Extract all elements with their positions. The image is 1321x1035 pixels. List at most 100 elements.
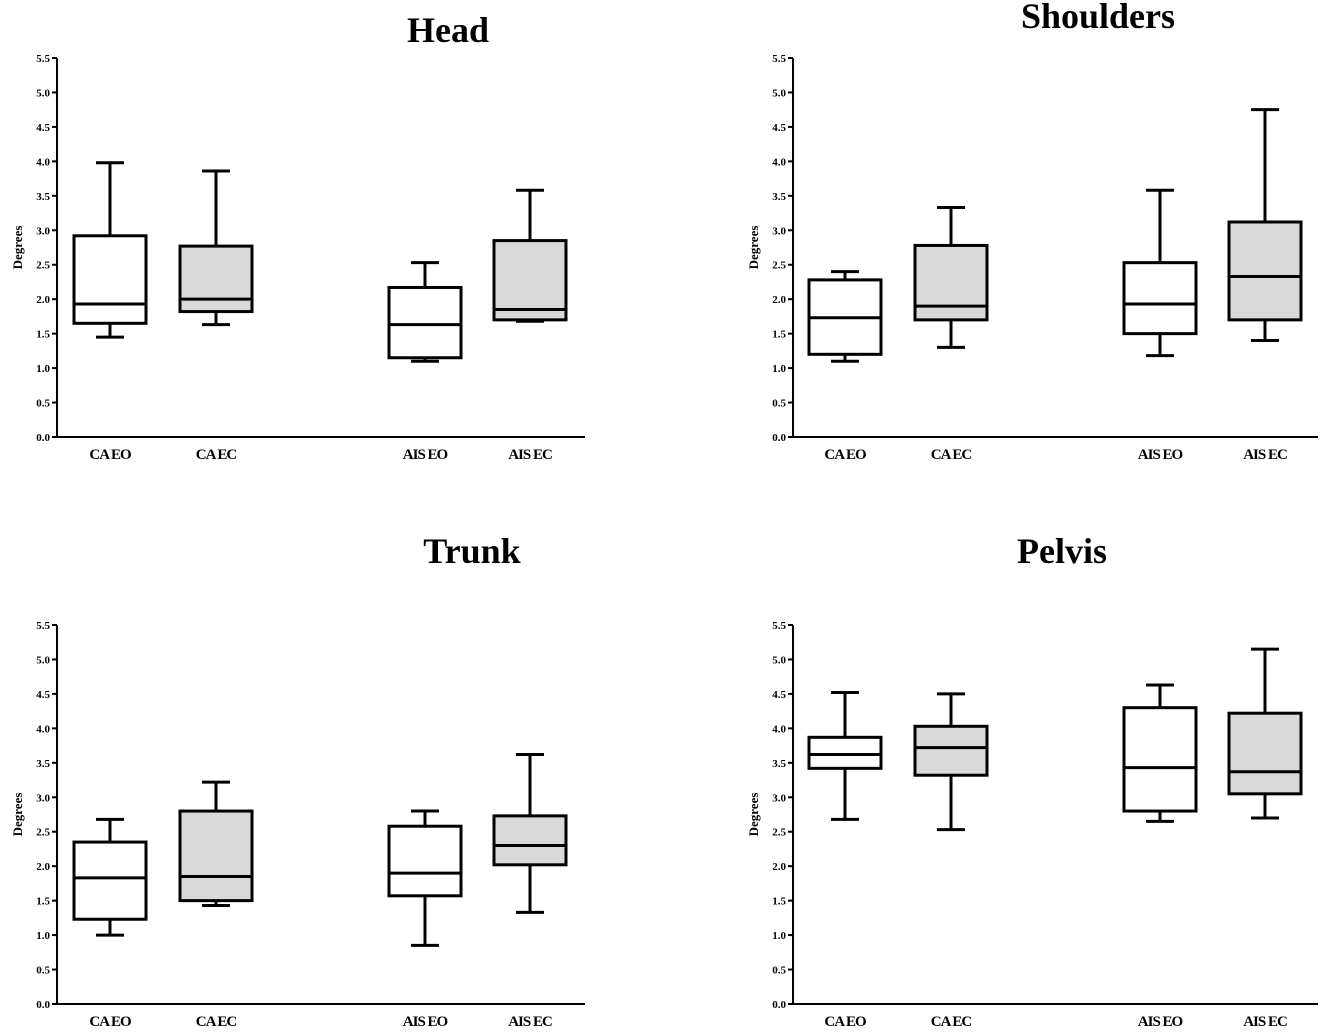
y-tick-label: 4.5: [36, 122, 50, 134]
box-ais-ec: [492, 753, 568, 914]
box-ca-eo: [72, 817, 148, 937]
x-category-label: CA EO: [824, 447, 866, 463]
x-category-label: AIS EO: [1138, 1014, 1183, 1030]
y-tick-label: 1.5: [772, 896, 786, 908]
panel-head: Head Degrees 0.0 0.5 1.0 1.5 2.0 2.5 3.0 3.5 4.0 4.…: [10, 10, 585, 463]
iqr-box: [178, 244, 254, 314]
panel-title: Shoulders: [1021, 0, 1175, 36]
y-tick-label: 4.0: [772, 723, 786, 735]
iqr-box: [72, 234, 148, 325]
y-tick-label: 5.0: [772, 654, 786, 666]
box-ais-eo: [1122, 188, 1198, 358]
box-ais-ec: [1227, 647, 1303, 820]
y-tick-label: 2.0: [772, 294, 786, 306]
y-tick-label: 2.5: [36, 260, 50, 272]
panel-pelvis: Pelvis Degrees 0.0 0.5 1.0 1.5 2.0 2.5 3.0 3.5 4.0…: [746, 531, 1318, 1030]
panel-trunk: Trunk Degrees 0.0 0.5 1.0 1.5 2.0 2.5 3.0 3.5 4.0 4…: [10, 531, 585, 1030]
iqr-box: [492, 814, 568, 867]
x-category-label: CA EC: [931, 447, 972, 463]
x-category-label: AIS EC: [508, 1014, 552, 1030]
box-ais-eo: [387, 809, 463, 947]
y-tick-label: 3.5: [36, 191, 50, 203]
box-ca-ec: [178, 169, 254, 327]
box-ca-ec: [913, 692, 989, 832]
iqr-box: [807, 735, 883, 770]
y-tick-label: 1.5: [772, 329, 786, 341]
panel-shoulders: Shoulders Degrees 0.0 0.5 1.0 1.5 2.0 2.5 3.0 3.5…: [746, 0, 1318, 463]
y-tick-label: 2.5: [772, 260, 786, 272]
iqr-box: [387, 824, 463, 898]
x-category-label: AIS EC: [508, 447, 552, 463]
y-tick-label: 3.5: [36, 758, 50, 770]
x-category-label: AIS EO: [403, 447, 448, 463]
box-ais-ec: [1227, 108, 1303, 343]
x-category-label: AIS EC: [1243, 447, 1287, 463]
y-tick-label: 5.5: [772, 620, 786, 632]
x-category-label: CA EC: [196, 447, 237, 463]
x-category-label: AIS EC: [1243, 1014, 1287, 1030]
y-axis-label: Degrees: [10, 793, 25, 837]
y-tick-label: 0.0: [772, 432, 786, 444]
y-tick-label: 2.0: [36, 861, 50, 873]
y-tick-label: 0.0: [772, 999, 786, 1011]
y-tick-label: 5.5: [36, 620, 50, 632]
y-tick-label: 3.0: [772, 792, 786, 804]
y-tick-label: 5.0: [36, 654, 50, 666]
y-tick-label: 0.5: [772, 398, 786, 410]
y-tick-label: 0.0: [36, 999, 50, 1011]
y-tick-label: 4.0: [772, 156, 786, 168]
y-tick-label: 2.5: [772, 827, 786, 839]
panel-title: Pelvis: [1017, 531, 1107, 571]
y-tick-label: 0.5: [36, 965, 50, 977]
box-ca-ec: [913, 206, 989, 349]
y-tick-label: 3.0: [36, 225, 50, 237]
x-category-label: CA EC: [196, 1014, 237, 1030]
y-tick-label: 3.5: [772, 758, 786, 770]
y-tick-label: 4.0: [36, 723, 50, 735]
x-category-label: CA EC: [931, 1014, 972, 1030]
y-tick-label: 4.5: [36, 689, 50, 701]
iqr-box: [913, 724, 989, 777]
y-tick-label: 3.0: [772, 225, 786, 237]
panel-title: Trunk: [423, 531, 520, 571]
box-ca-eo: [807, 691, 883, 821]
panel-title: Head: [407, 10, 489, 50]
y-tick-label: 1.0: [772, 930, 786, 942]
y-tick-label: 0.5: [36, 398, 50, 410]
box-ca-eo: [807, 270, 883, 363]
y-tick-label: 0.0: [36, 432, 50, 444]
y-tick-label: 5.5: [772, 53, 786, 65]
y-tick-label: 3.5: [772, 191, 786, 203]
box-ais-eo: [1122, 683, 1198, 823]
iqr-box: [1227, 711, 1303, 796]
y-tick-label: 1.0: [772, 363, 786, 375]
iqr-box: [1122, 261, 1198, 336]
iqr-box: [387, 285, 463, 360]
x-category-label: CA EO: [89, 1014, 131, 1030]
x-category-label: AIS EO: [1138, 447, 1183, 463]
y-tick-label: 1.5: [36, 896, 50, 908]
y-tick-label: 2.5: [36, 827, 50, 839]
y-tick-label: 4.0: [36, 156, 50, 168]
y-tick-label: 1.0: [36, 363, 50, 375]
x-category-label: CA EO: [824, 1014, 866, 1030]
y-tick-label: 3.0: [36, 792, 50, 804]
y-tick-label: 2.0: [772, 861, 786, 873]
box-ais-eo: [387, 261, 463, 363]
box-ca-ec: [178, 780, 254, 907]
iqr-box: [72, 840, 148, 921]
y-tick-label: 5.0: [772, 87, 786, 99]
iqr-box: [492, 239, 568, 322]
iqr-box: [913, 243, 989, 322]
x-category-label: AIS EO: [403, 1014, 448, 1030]
y-tick-label: 5.0: [36, 87, 50, 99]
y-tick-label: 2.0: [36, 294, 50, 306]
y-tick-label: 4.5: [772, 689, 786, 701]
iqr-box: [1227, 220, 1303, 322]
iqr-box: [178, 809, 254, 903]
y-tick-label: 0.5: [772, 965, 786, 977]
box-ca-eo: [72, 161, 148, 339]
iqr-box: [1122, 706, 1198, 813]
